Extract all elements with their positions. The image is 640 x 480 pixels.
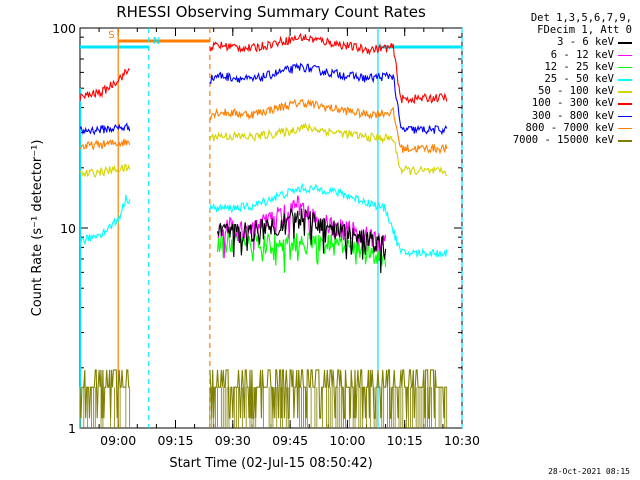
- series-line: [79, 32, 448, 105]
- legend-label: 50 - 100 keV: [538, 85, 614, 98]
- legend-label: 100 - 300 keV: [531, 97, 614, 110]
- legend-entry: 800 - 7000 keV: [462, 122, 632, 134]
- legend-swatch: [618, 103, 632, 105]
- flag-label: N: [153, 36, 160, 47]
- x-tick-label: 10:30: [444, 433, 480, 448]
- legend-header-line-2: FDecim 1, Att 0: [537, 24, 632, 37]
- x-tick-label: 09:15: [157, 433, 193, 448]
- legend-label: 6 - 12 keV: [550, 48, 614, 61]
- legend-label: 12 - 25 keV: [544, 60, 614, 73]
- series-line: [216, 208, 387, 274]
- legend-entry: 100 - 300 keV: [462, 97, 632, 109]
- series-100to300keV: [79, 32, 448, 105]
- series-800to7000keV: [79, 98, 448, 155]
- legend-swatch: [618, 115, 632, 118]
- legend-swatch: [618, 79, 632, 81]
- series-3to6keV: [216, 208, 387, 274]
- legend-entry: 3 - 6 keV: [462, 36, 632, 48]
- legend: Det 1,3,5,6,7,9, FDecim 1, Att 0 3 - 6 k…: [462, 12, 632, 146]
- flag-label: S: [108, 30, 114, 41]
- chart-title: RHESSI Observing Summary Count Rates: [116, 3, 426, 21]
- series-7000to15000keV: [79, 369, 448, 428]
- series-line: [79, 62, 448, 136]
- legend-entry: 6 - 12 keV: [462, 49, 632, 61]
- x-tick-label: 09:30: [215, 433, 251, 448]
- legend-swatch: [618, 42, 632, 44]
- legend-swatch: [618, 54, 632, 57]
- y-tick-label: 100: [52, 21, 76, 36]
- legend-swatch: [618, 66, 632, 69]
- x-axis-label: Start Time (02-Jul-15 08:50:42): [169, 456, 372, 471]
- legend-swatch: [618, 91, 632, 93]
- y-axis-label: Count Rate (s⁻¹ detector⁻¹): [30, 140, 45, 317]
- series-300to800keV: [79, 62, 448, 136]
- legend-label: 25 - 50 keV: [544, 73, 614, 86]
- x-tick-label: 10:15: [387, 433, 423, 448]
- series-line: [79, 98, 448, 155]
- legend-label: 7000 - 15000 keV: [512, 134, 614, 147]
- legend-entry: 50 - 100 keV: [462, 85, 632, 97]
- legend-swatch: [618, 140, 632, 142]
- legend-entry: 25 - 50 keV: [462, 73, 632, 85]
- legend-entry: 7000 - 15000 keV: [462, 134, 632, 146]
- legend-label: 3 - 6 keV: [557, 36, 614, 49]
- x-tick-label: 10:00: [329, 433, 365, 448]
- series-12to25keV: [216, 231, 387, 273]
- series-50to100keV: [79, 121, 448, 178]
- legend-entry: 12 - 25 keV: [462, 61, 632, 73]
- legend-label: 300 - 800 keV: [531, 109, 614, 122]
- render-timestamp: 28-Oct-2021 08:15: [548, 467, 630, 476]
- legend-header-line-1: Det 1,3,5,6,7,9,: [530, 12, 632, 24]
- y-tick-label: 1: [68, 421, 76, 436]
- series-25to50keV: [79, 182, 448, 259]
- legend-swatch: [618, 127, 632, 130]
- series-6to12keV: [217, 195, 387, 259]
- series-line: [216, 231, 387, 273]
- legend-label: 800 - 7000 keV: [525, 121, 614, 134]
- series-line: [79, 182, 448, 259]
- x-tick-label: 09:45: [272, 433, 308, 448]
- series-line: [217, 195, 387, 259]
- x-tick-label: 09:00: [100, 433, 136, 448]
- series-line: [79, 121, 448, 178]
- y-tick-label: 10: [60, 221, 76, 236]
- legend-entry: 300 - 800 keV: [462, 110, 632, 122]
